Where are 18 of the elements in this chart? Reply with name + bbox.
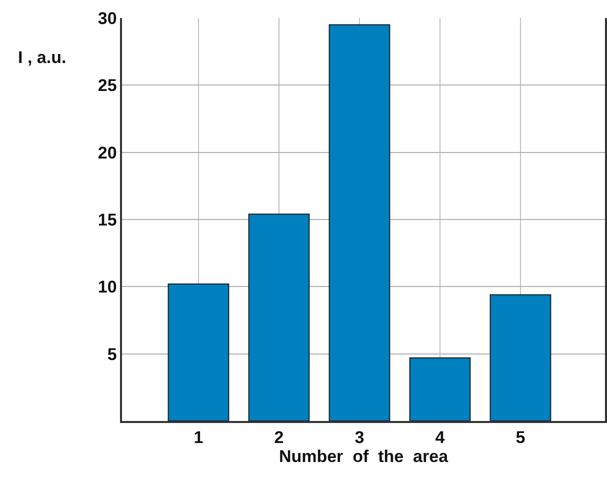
bar	[409, 357, 471, 421]
bar	[248, 214, 310, 421]
x-tick-label: 5	[516, 428, 526, 448]
y-tick-label: 10	[98, 278, 117, 297]
bar	[490, 294, 552, 421]
y-tick-label: 5	[107, 344, 117, 364]
y-axis-title: I , a.u.	[18, 48, 66, 67]
y-tick-label: 15	[98, 210, 117, 230]
bar	[328, 24, 390, 421]
x-tick-label: 1	[194, 428, 204, 448]
x-tick-label: 4	[435, 428, 446, 448]
y-tick-label: 20	[98, 143, 117, 162]
y-tick-label: 30	[98, 8, 117, 28]
bar	[168, 283, 230, 421]
x-tick-label: 2	[274, 428, 284, 448]
x-tick-label: 3	[354, 428, 364, 448]
y-tick-label: 25	[98, 76, 117, 96]
x-axis-title: Number of the area	[278, 447, 449, 466]
